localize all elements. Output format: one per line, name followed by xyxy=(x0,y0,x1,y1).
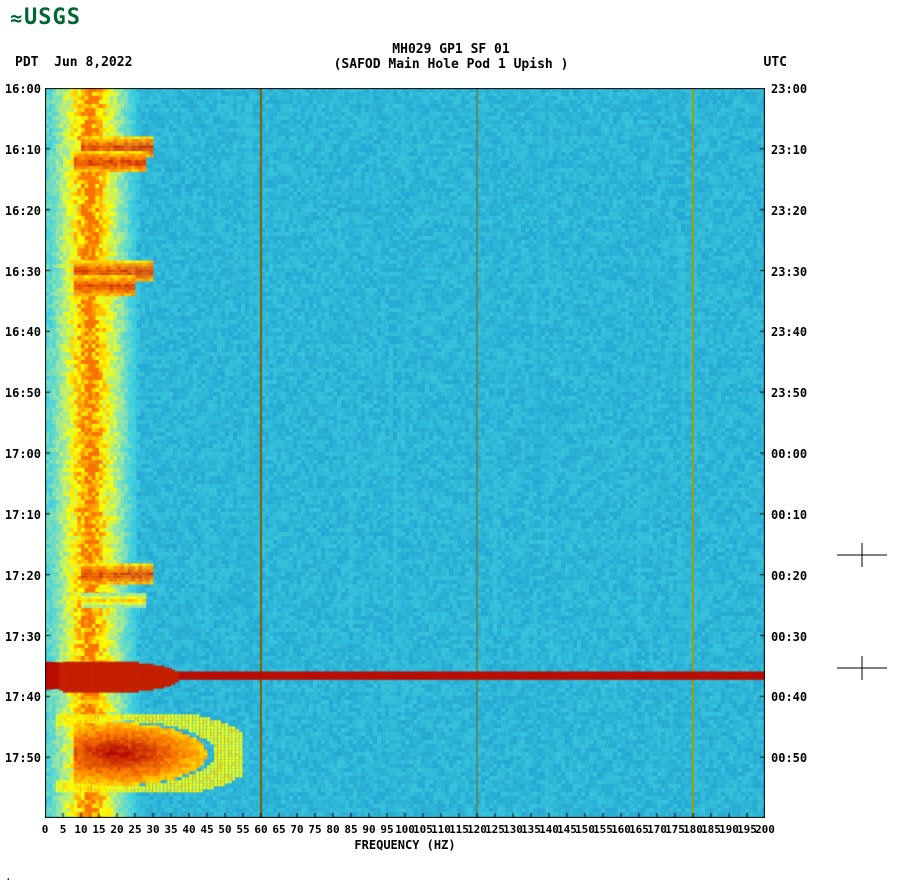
x-tick: 65 xyxy=(272,823,285,836)
y-tick-left: 17:00 xyxy=(5,447,41,461)
y-tick-left: 16:30 xyxy=(5,265,41,279)
y-tick-left: 16:20 xyxy=(5,204,41,218)
date: Jun 8,2022 xyxy=(54,55,132,70)
right-tz: UTC xyxy=(764,55,787,70)
x-tick: 75 xyxy=(308,823,321,836)
y-tick-right: 23:30 xyxy=(771,265,807,279)
y-tick-right: 23:50 xyxy=(771,386,807,400)
x-tick: 5 xyxy=(60,823,67,836)
x-tick: 105 xyxy=(413,823,433,836)
x-tick: 125 xyxy=(485,823,505,836)
x-tick: 195 xyxy=(737,823,757,836)
x-tick: 200 xyxy=(755,823,775,836)
left-tz: PDT xyxy=(15,55,38,70)
usgs-wave-icon: ≈ xyxy=(10,6,22,30)
footer-char: . xyxy=(5,870,12,883)
x-tick: 0 xyxy=(42,823,49,836)
x-axis: 0510152025303540455055606570758085909510… xyxy=(45,820,765,840)
y-tick-right: 00:10 xyxy=(771,508,807,522)
spectrogram-canvas xyxy=(45,88,765,818)
x-tick: 110 xyxy=(431,823,451,836)
x-tick: 30 xyxy=(146,823,159,836)
y-tick-left: 17:10 xyxy=(5,508,41,522)
x-tick: 165 xyxy=(629,823,649,836)
y-tick-left: 17:40 xyxy=(5,690,41,704)
x-tick: 60 xyxy=(254,823,267,836)
y-tick-right: 00:40 xyxy=(771,690,807,704)
y-axis-right: 23:0023:1023:2023:3023:4023:5000:0000:10… xyxy=(767,88,807,818)
y-tick-left: 16:40 xyxy=(5,325,41,339)
x-tick: 115 xyxy=(449,823,469,836)
x-tick: 15 xyxy=(92,823,105,836)
x-tick: 145 xyxy=(557,823,577,836)
y-tick-left: 16:00 xyxy=(5,82,41,96)
x-tick: 25 xyxy=(128,823,141,836)
x-tick: 20 xyxy=(110,823,123,836)
x-tick: 10 xyxy=(74,823,87,836)
x-tick: 150 xyxy=(575,823,595,836)
usgs-logo-text: USGS xyxy=(24,5,81,30)
y-tick-right: 00:30 xyxy=(771,630,807,644)
x-tick: 45 xyxy=(200,823,213,836)
x-tick: 70 xyxy=(290,823,303,836)
x-tick: 170 xyxy=(647,823,667,836)
x-tick: 40 xyxy=(182,823,195,836)
x-tick: 90 xyxy=(362,823,375,836)
x-tick: 80 xyxy=(326,823,339,836)
x-tick: 55 xyxy=(236,823,249,836)
x-tick: 175 xyxy=(665,823,685,836)
x-tick: 50 xyxy=(218,823,231,836)
y-tick-right: 00:00 xyxy=(771,447,807,461)
x-tick: 85 xyxy=(344,823,357,836)
y-tick-left: 17:50 xyxy=(5,751,41,765)
x-tick: 135 xyxy=(521,823,541,836)
x-tick: 120 xyxy=(467,823,487,836)
y-tick-right: 23:40 xyxy=(771,325,807,339)
x-tick: 100 xyxy=(395,823,415,836)
y-axis-left: 16:0016:1016:2016:3016:4016:5017:0017:10… xyxy=(5,88,43,818)
y-tick-left: 17:20 xyxy=(5,569,41,583)
x-tick: 155 xyxy=(593,823,613,836)
header-left: PDT Jun 8,2022 xyxy=(15,55,132,70)
x-tick: 140 xyxy=(539,823,559,836)
y-tick-right: 23:00 xyxy=(771,82,807,96)
x-tick: 35 xyxy=(164,823,177,836)
y-tick-right: 00:50 xyxy=(771,751,807,765)
x-tick: 95 xyxy=(380,823,393,836)
y-tick-right: 23:20 xyxy=(771,204,807,218)
x-tick: 180 xyxy=(683,823,703,836)
y-tick-left: 17:30 xyxy=(5,630,41,644)
x-tick: 190 xyxy=(719,823,739,836)
x-tick: 160 xyxy=(611,823,631,836)
x-axis-label: FREQUENCY (HZ) xyxy=(45,838,765,852)
y-tick-right: 23:10 xyxy=(771,143,807,157)
spectrogram-chart xyxy=(45,88,765,818)
usgs-logo: ≈ USGS xyxy=(10,5,81,30)
y-tick-left: 16:50 xyxy=(5,386,41,400)
y-tick-left: 16:10 xyxy=(5,143,41,157)
x-tick: 130 xyxy=(503,823,523,836)
x-tick: 185 xyxy=(701,823,721,836)
header-right: UTC xyxy=(764,55,787,70)
y-tick-right: 00:20 xyxy=(771,569,807,583)
